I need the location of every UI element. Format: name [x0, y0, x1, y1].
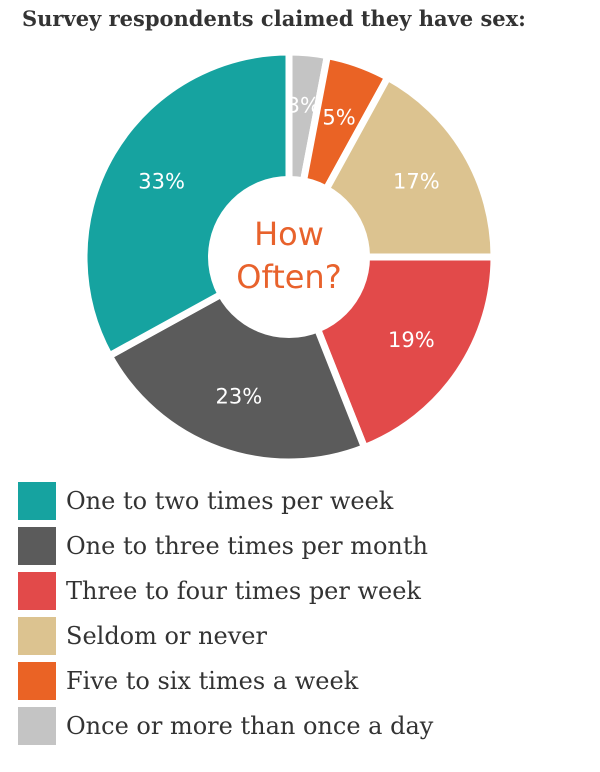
legend-item: Seldom or never: [18, 613, 433, 658]
donut-chart: 3% 5% 17% 19% 23% 33% How Often?: [84, 52, 494, 462]
slice-value-label: 5%: [322, 106, 355, 130]
slice-value-label: 3%: [287, 94, 320, 118]
legend-label: Five to six times a week: [66, 666, 359, 695]
legend-swatch: [18, 616, 56, 655]
legend-item: Five to six times a week: [18, 658, 433, 703]
legend-swatch: [18, 706, 56, 745]
legend-swatch: [18, 481, 56, 520]
legend: One to two times per week One to three t…: [18, 478, 433, 748]
slice-value-label: 23%: [216, 384, 263, 408]
legend-item: Once or more than once a day: [18, 703, 433, 748]
center-label-how: How: [254, 215, 324, 253]
slice-value-label: 17%: [393, 170, 440, 194]
center-label-often: Often?: [236, 258, 341, 296]
legend-swatch: [18, 661, 56, 700]
center-circle: [208, 176, 370, 338]
slice-value-label: 33%: [138, 170, 185, 194]
legend-label: One to two times per week: [66, 486, 394, 515]
legend-label: Three to four times per week: [66, 576, 421, 605]
legend-label: One to three times per month: [66, 531, 428, 560]
legend-label: Once or more than once a day: [66, 711, 434, 740]
legend-item: One to two times per week: [18, 478, 433, 523]
legend-swatch: [18, 526, 56, 565]
legend-item: One to three times per month: [18, 523, 433, 568]
legend-label: Seldom or never: [66, 621, 267, 650]
slice-value-label: 19%: [388, 328, 435, 352]
legend-item: Three to four times per week: [18, 568, 433, 613]
chart-title: Survey respondents claimed they have sex…: [22, 6, 526, 31]
legend-swatch: [18, 571, 56, 610]
